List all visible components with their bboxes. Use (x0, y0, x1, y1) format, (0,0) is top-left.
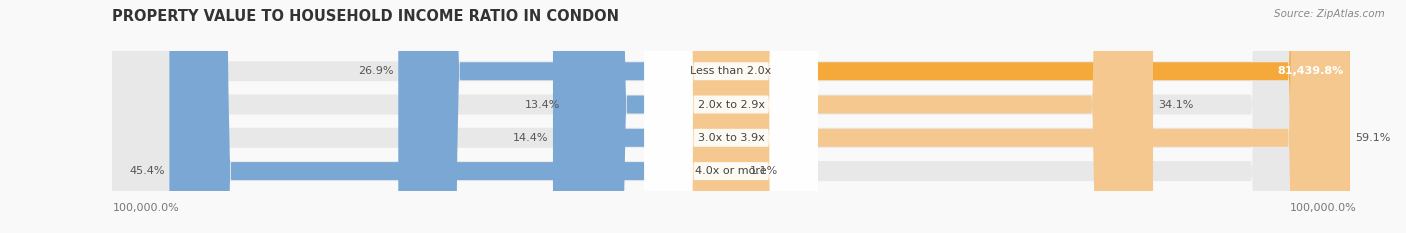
Text: 59.1%: 59.1% (1355, 133, 1391, 143)
FancyBboxPatch shape (644, 0, 818, 233)
FancyBboxPatch shape (112, 0, 1350, 233)
Text: 100,000.0%: 100,000.0% (1291, 203, 1357, 213)
Text: Less than 2.0x: Less than 2.0x (690, 66, 772, 76)
FancyBboxPatch shape (112, 0, 1350, 233)
Text: 3.0x to 3.9x: 3.0x to 3.9x (697, 133, 765, 143)
Text: 34.1%: 34.1% (1159, 99, 1194, 110)
Text: 1.1%: 1.1% (749, 166, 778, 176)
Text: Source: ZipAtlas.com: Source: ZipAtlas.com (1274, 9, 1385, 19)
FancyBboxPatch shape (553, 0, 731, 233)
FancyBboxPatch shape (169, 0, 731, 233)
FancyBboxPatch shape (398, 0, 731, 233)
FancyBboxPatch shape (112, 0, 1350, 233)
FancyBboxPatch shape (644, 0, 818, 233)
Text: 14.4%: 14.4% (513, 133, 548, 143)
Text: 2.0x to 2.9x: 2.0x to 2.9x (697, 99, 765, 110)
Text: 100,000.0%: 100,000.0% (112, 203, 179, 213)
FancyBboxPatch shape (731, 0, 1153, 233)
FancyBboxPatch shape (731, 0, 1350, 233)
Text: 81,439.8%: 81,439.8% (1277, 66, 1344, 76)
Text: 13.4%: 13.4% (524, 99, 561, 110)
FancyBboxPatch shape (644, 0, 818, 233)
Text: 45.4%: 45.4% (129, 166, 165, 176)
Text: 26.9%: 26.9% (359, 66, 394, 76)
Text: 4.0x or more: 4.0x or more (696, 166, 766, 176)
FancyBboxPatch shape (112, 0, 1350, 233)
FancyBboxPatch shape (565, 0, 731, 233)
Text: PROPERTY VALUE TO HOUSEHOLD INCOME RATIO IN CONDON: PROPERTY VALUE TO HOUSEHOLD INCOME RATIO… (112, 9, 620, 24)
FancyBboxPatch shape (731, 0, 1350, 233)
FancyBboxPatch shape (683, 0, 793, 233)
FancyBboxPatch shape (644, 0, 818, 233)
